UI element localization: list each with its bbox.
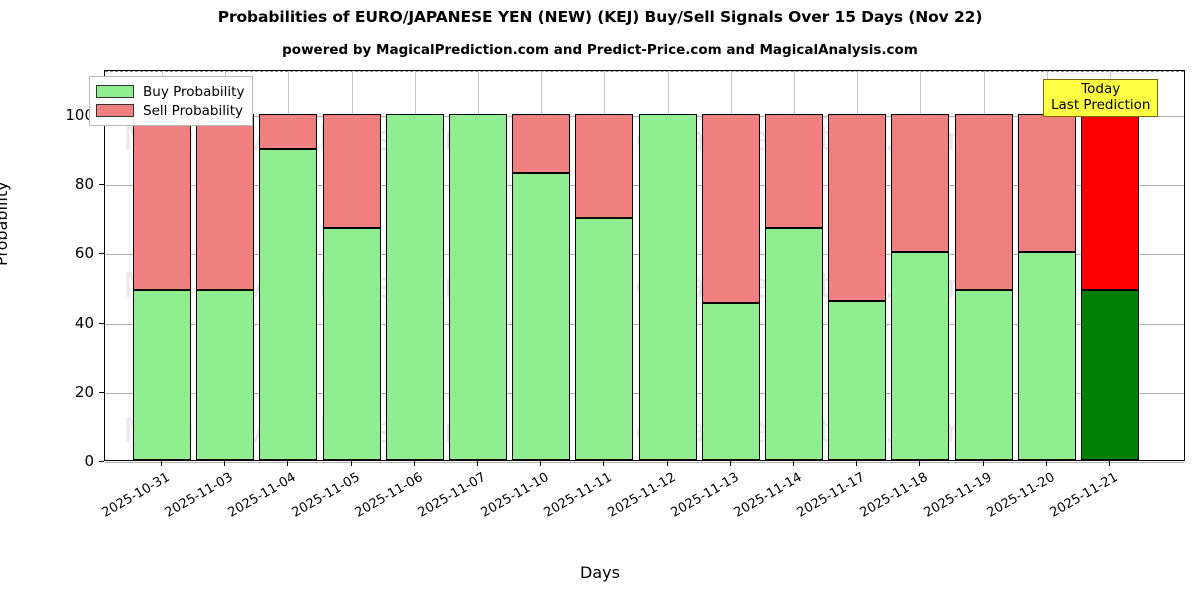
chart-subtitle: powered by MagicalPrediction.com and Pre… <box>282 42 918 58</box>
bar-segment-sell[interactable] <box>828 114 887 301</box>
x-tick-mark <box>793 461 794 466</box>
chart-title: Probabilities of EURO/JAPANESE YEN (NEW)… <box>217 8 983 26</box>
bar-segment-buy[interactable] <box>828 300 887 460</box>
bar-segment-sell[interactable] <box>196 113 255 291</box>
x-tick-mark <box>919 461 921 466</box>
bar-2025-11-04[interactable] <box>259 69 318 460</box>
bar-2025-11-13[interactable] <box>701 69 760 460</box>
today-annotation: Today Last Prediction <box>1043 79 1159 118</box>
bar-segment-buy[interactable] <box>1081 290 1139 460</box>
x-tick-mark <box>161 461 162 466</box>
legend-label-sell: Sell Probability <box>143 102 244 119</box>
gridline-y-0 <box>105 462 1184 463</box>
x-tick-mark <box>856 461 858 466</box>
bar-segment-buy[interactable] <box>322 228 381 460</box>
bar-segment-buy[interactable] <box>701 302 760 460</box>
bar-segment-sell[interactable] <box>575 114 634 218</box>
y-tick-mark <box>99 184 104 186</box>
y-tick-label-20: 20 <box>74 382 94 401</box>
bar-segment-sell[interactable] <box>701 113 760 303</box>
bar-segment-sell[interactable] <box>1017 113 1076 253</box>
x-tick-mark <box>350 461 352 466</box>
x-tick-mark <box>729 461 731 466</box>
legend-label-buy: Buy Probability <box>143 83 245 100</box>
y-tick-mark <box>99 461 104 462</box>
bar-segment-buy[interactable] <box>133 290 191 460</box>
today-annotation-line2: Last Prediction <box>1051 96 1151 113</box>
x-tick-mark <box>477 461 478 466</box>
bar-segment-sell[interactable] <box>133 113 191 291</box>
bar-segment-sell[interactable] <box>512 114 571 173</box>
bar-segment-buy[interactable] <box>575 217 634 460</box>
legend-swatch-sell <box>96 104 134 117</box>
bar-segment-buy[interactable] <box>512 172 571 460</box>
legend-item-buy: Buy Probability <box>96 82 244 101</box>
bar-segment-buy[interactable] <box>196 290 255 460</box>
bar-2025-11-11[interactable] <box>575 69 634 460</box>
plot-area: MagicalAnalysis.comMagicalPrediction.com… <box>104 69 1185 463</box>
bar-2025-11-06[interactable] <box>385 69 444 460</box>
today-annotation-line1: Today <box>1081 81 1121 97</box>
x-tick-mark <box>413 461 415 466</box>
bar-segment-buy[interactable] <box>891 252 950 460</box>
y-tick-mark <box>99 322 104 324</box>
bar-segment-sell[interactable] <box>954 113 1013 291</box>
bar-segment-buy[interactable] <box>638 113 697 460</box>
bar-segment-buy[interactable] <box>1017 252 1076 460</box>
bar-2025-11-20[interactable] <box>1017 69 1076 460</box>
bar-2025-10-31[interactable] <box>133 69 191 460</box>
bar-segment-sell[interactable] <box>259 114 318 149</box>
bar-2025-11-05[interactable] <box>322 69 381 460</box>
gridline-top-dashed <box>105 71 1184 72</box>
bar-segment-buy[interactable] <box>385 113 444 460</box>
bar-2025-11-14[interactable] <box>765 69 823 460</box>
bar-segment-buy[interactable] <box>259 148 318 460</box>
x-tick-mark <box>982 461 984 466</box>
bar-segment-sell[interactable] <box>891 113 950 253</box>
bar-segment-buy[interactable] <box>765 228 823 460</box>
x-tick-mark <box>540 461 542 466</box>
y-tick-mark <box>99 253 104 255</box>
y-tick-mark <box>99 391 104 393</box>
x-axis-label: Days <box>580 563 620 582</box>
legend-swatch-buy <box>96 85 134 98</box>
bar-segment-sell[interactable] <box>765 114 823 229</box>
bar-2025-11-07[interactable] <box>449 69 507 460</box>
bar-segment-sell[interactable] <box>1081 113 1139 291</box>
bar-2025-11-03[interactable] <box>196 69 255 460</box>
bar-segment-buy[interactable] <box>954 290 1013 460</box>
bar-2025-11-19[interactable] <box>954 69 1013 460</box>
bar-2025-11-17[interactable] <box>828 69 887 460</box>
bar-2025-11-12[interactable] <box>638 69 697 460</box>
x-tick-mark <box>224 461 226 466</box>
bar-2025-11-18[interactable] <box>891 69 950 460</box>
x-tick-mark <box>666 461 668 466</box>
y-axis-label: Probability <box>0 181 11 266</box>
x-tick-mark <box>603 461 605 466</box>
bar-2025-11-21[interactable] <box>1081 69 1139 460</box>
chart-legend: Buy Probability Sell Probability <box>89 76 254 126</box>
y-tick-label-0: 0 <box>84 452 94 470</box>
x-tick-mark <box>1109 461 1110 466</box>
x-tick-mark <box>1045 461 1047 466</box>
bar-segment-sell[interactable] <box>322 114 381 229</box>
y-tick-label-60: 60 <box>74 244 94 263</box>
bar-segment-buy[interactable] <box>449 113 507 460</box>
y-tick-label-80: 80 <box>74 175 94 194</box>
legend-item-sell: Sell Probability <box>96 101 244 120</box>
y-tick-label-40: 40 <box>74 313 94 332</box>
bar-2025-11-10[interactable] <box>512 69 571 460</box>
x-tick-mark <box>287 461 289 466</box>
y-tick-label-100: 100 <box>65 105 94 124</box>
